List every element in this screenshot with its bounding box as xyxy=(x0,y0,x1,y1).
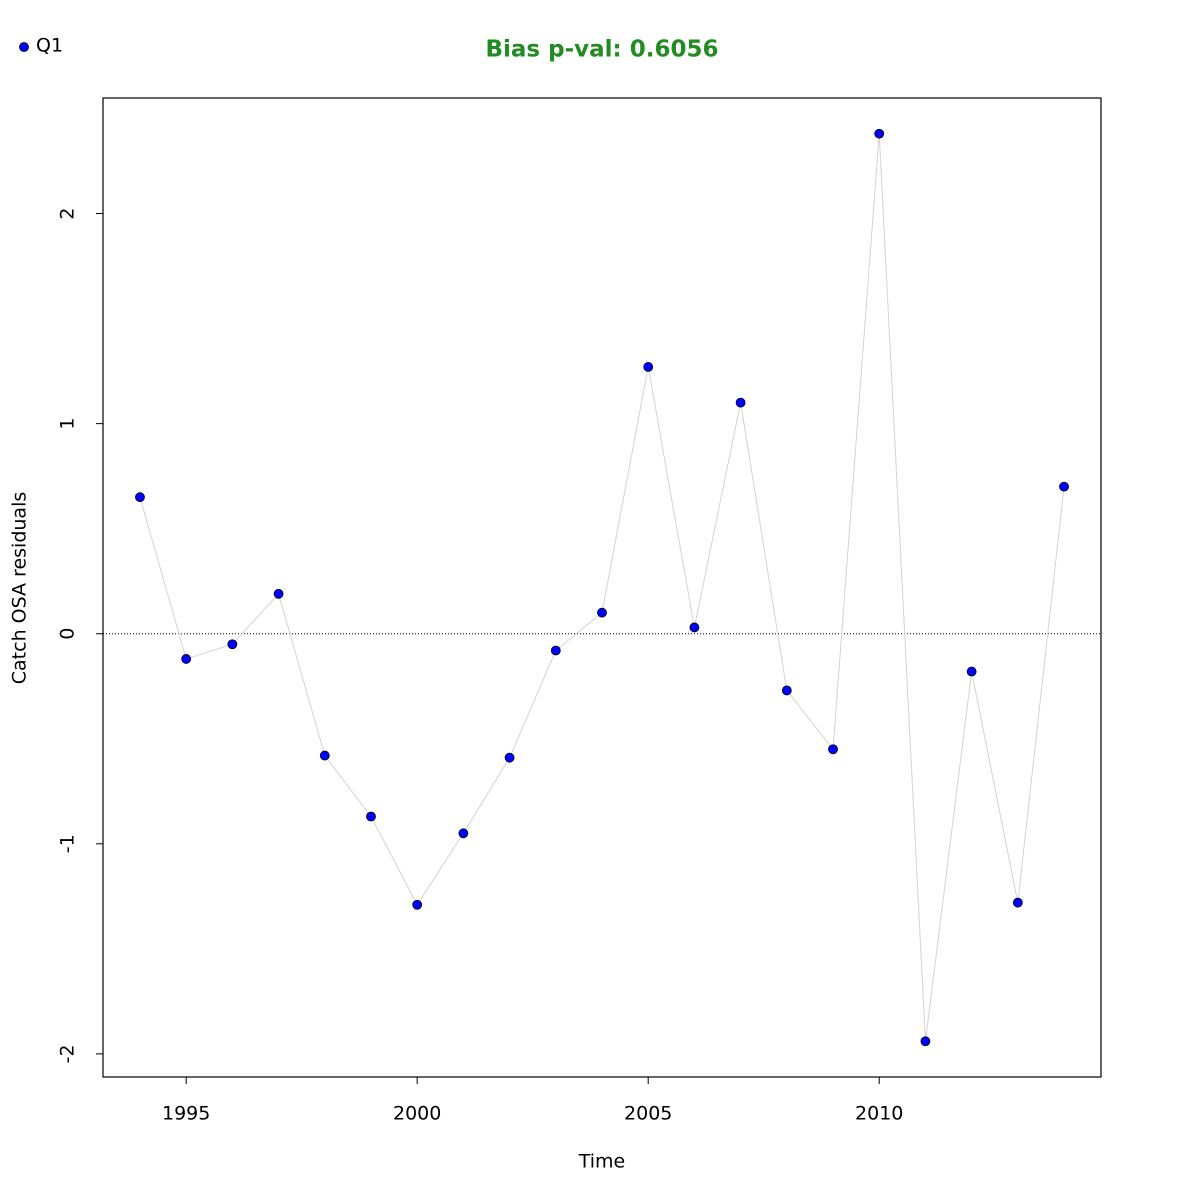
y-tick-label: -2 xyxy=(57,1044,79,1063)
data-point xyxy=(135,492,145,503)
y-tick-label: -1 xyxy=(57,834,79,853)
data-point xyxy=(735,397,746,408)
data-point xyxy=(458,828,469,839)
data-point xyxy=(597,607,607,618)
data-point xyxy=(920,1036,931,1047)
data-point xyxy=(366,811,376,822)
y-tick-label: 1 xyxy=(57,418,79,430)
y-axis-label: Catch OSA residuals xyxy=(9,492,31,684)
x-tick-label: 2000 xyxy=(393,1103,441,1125)
data-point xyxy=(1059,481,1069,492)
data-point xyxy=(781,685,792,696)
chart-title: Bias p-val: 0.6056 xyxy=(486,37,719,63)
x-tick-label: 2010 xyxy=(855,1103,903,1125)
data-point xyxy=(273,588,284,599)
x-tick-label: 1995 xyxy=(162,1103,210,1125)
data-point xyxy=(966,666,977,677)
data-point xyxy=(828,744,838,755)
data-point xyxy=(181,654,192,664)
data-point xyxy=(874,128,885,139)
series-line xyxy=(139,133,1065,1042)
data-point xyxy=(412,899,423,910)
x-axis-label: Time xyxy=(578,1151,626,1173)
legend-label: Q1 xyxy=(36,35,63,57)
plot-frame xyxy=(102,97,1102,1078)
data-point xyxy=(319,750,330,761)
data-point xyxy=(1012,897,1023,908)
data-point xyxy=(643,362,654,372)
data-point xyxy=(227,639,238,650)
x-tick-label: 2005 xyxy=(624,1103,672,1125)
legend-marker xyxy=(19,42,29,52)
data-point xyxy=(689,622,700,633)
data-point xyxy=(550,645,561,656)
y-tick-label: 2 xyxy=(57,208,79,220)
y-tick-label: 0 xyxy=(57,628,79,640)
data-point xyxy=(504,752,515,763)
